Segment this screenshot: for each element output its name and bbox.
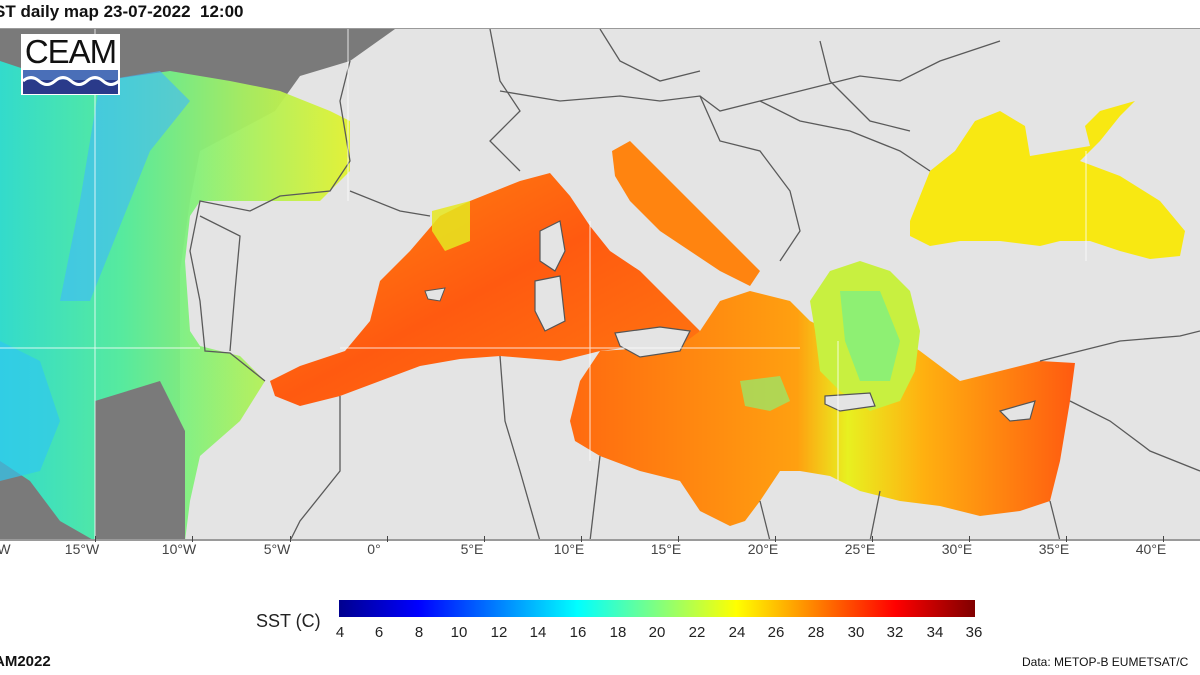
tick-mark: [872, 536, 873, 542]
colorbar-tick: 10: [450, 624, 468, 641]
waves-icon: [23, 70, 118, 94]
copyright-text: AM2022: [0, 653, 51, 670]
colorbar-tick: 14: [529, 624, 547, 641]
map-title: ST daily map 23-07-2022 12:00: [0, 2, 244, 21]
colorbar-tick: 12: [490, 624, 508, 641]
ceam-logo: CEAM: [21, 34, 120, 95]
tick-mark: [1163, 536, 1164, 542]
tick-mark: [969, 536, 970, 542]
lon-label: 35°E: [1038, 541, 1070, 557]
tick-mark: [484, 536, 485, 542]
sst-map: [0, 28, 1200, 541]
colorbar-tick: 18: [609, 624, 627, 641]
map-canvas: [0, 29, 1200, 539]
colorbar-tick: 20: [648, 624, 666, 641]
colorbar-tick: 36: [965, 624, 983, 641]
colorbar-label: SST (C): [256, 611, 321, 631]
tick-mark: [95, 536, 96, 542]
colorbar-tick: 28: [807, 624, 825, 641]
colorbar-tick: 26: [767, 624, 785, 641]
colorbar-tick: 4: [335, 624, 345, 641]
lon-label: 15°W: [64, 541, 100, 557]
tick-mark: [678, 536, 679, 542]
colorbar-tick: 24: [728, 624, 746, 641]
lon-label: 10°E: [553, 541, 585, 557]
colorbar-tick: 6: [374, 624, 384, 641]
tick-mark: [775, 536, 776, 542]
colorbar-tick: 30: [847, 624, 865, 641]
tick-mark: [192, 536, 193, 542]
lon-label: 10°W: [161, 541, 197, 557]
tick-mark: [290, 536, 291, 542]
lon-label: W: [0, 541, 11, 557]
colorbar-tick: 8: [414, 624, 424, 641]
tick-mark: [1066, 536, 1067, 542]
colorbar-tick: 16: [569, 624, 587, 641]
lon-label: 0°: [367, 541, 381, 557]
lon-label: 30°E: [941, 541, 973, 557]
colorbar: [339, 600, 975, 617]
lon-label: 15°E: [650, 541, 682, 557]
lon-label: 5°E: [460, 541, 484, 557]
lon-label: 5°W: [263, 541, 291, 557]
colorbar-tick: 34: [926, 624, 944, 641]
colorbar-tick: 32: [886, 624, 904, 641]
logo-text: CEAM: [24, 33, 117, 70]
lon-label: 40°E: [1135, 541, 1167, 557]
tick-mark: [387, 536, 388, 542]
data-source-text: Data: METOP-B EUMETSAT/C: [1022, 655, 1189, 669]
lon-label: 20°E: [747, 541, 779, 557]
tick-mark: [581, 536, 582, 542]
lon-label: 25°E: [844, 541, 876, 557]
colorbar-tick: 22: [688, 624, 706, 641]
